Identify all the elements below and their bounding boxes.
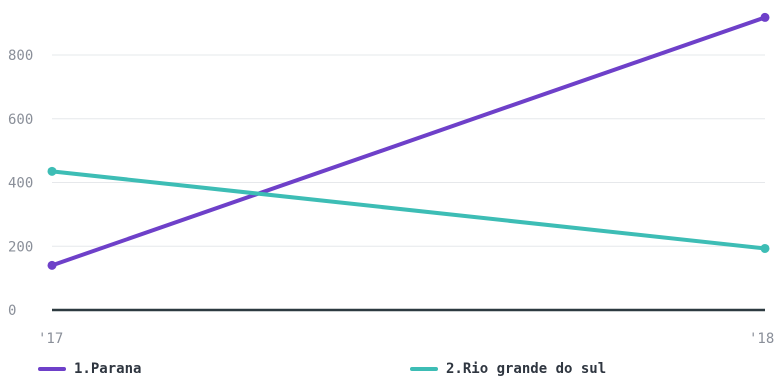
series-line-1-parana [50, 15, 767, 268]
legend-label-parana: 1.Parana [74, 361, 142, 377]
data-point-1-parana-1[interactable] [760, 12, 770, 22]
data-point-2-rio-grande-do-sul-0[interactable] [47, 166, 57, 176]
y-tick-label-800: 800 [8, 48, 33, 64]
legend: 1.Parana 2.Rio grande do sul [0, 360, 778, 378]
x-axis-ticks: '17 '18 [38, 331, 774, 347]
x-tick-label-1: '18 [749, 331, 774, 347]
series-line-2-rio-grande-do-sul [50, 169, 767, 251]
data-point-2-rio-grande-do-sul-1[interactable] [760, 243, 770, 253]
data-point-1-parana-0[interactable] [47, 260, 57, 270]
legend-label-rio-grande-do-sul: 2.Rio grande do sul [446, 361, 607, 377]
y-tick-label-400: 400 [8, 176, 33, 192]
y-tick-label-600: 600 [8, 112, 33, 128]
gridlines [52, 54, 765, 247]
y-axis-ticks: 0 200 400 600 800 [8, 48, 33, 319]
y-tick-label-200: 200 [8, 239, 33, 255]
x-tick-label-0: '17 [38, 331, 63, 347]
y-tick-label-0: 0 [8, 303, 16, 319]
legend-item-parana[interactable]: 1.Parana [38, 360, 141, 378]
series-layer [47, 12, 770, 270]
legend-item-rio-grande-do-sul[interactable]: 2.Rio grande do sul [410, 360, 606, 378]
legend-swatch-rio-grande-do-sul [410, 367, 438, 371]
legend-swatch-parana [38, 367, 66, 371]
